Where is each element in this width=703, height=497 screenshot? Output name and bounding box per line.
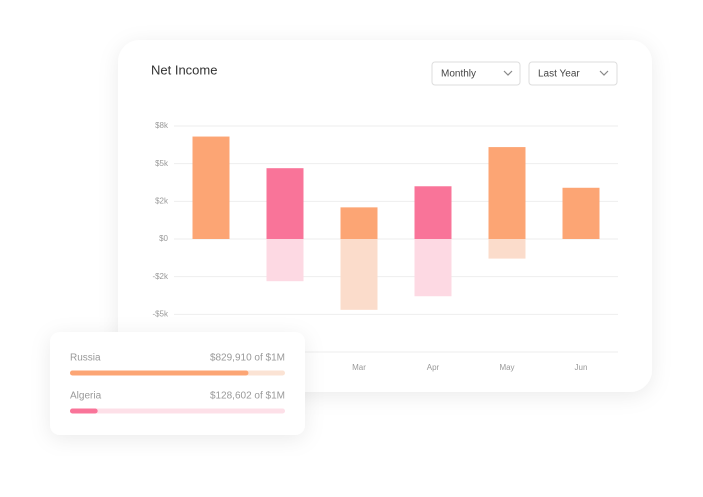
bar: [562, 187, 600, 239]
x-tick-label: May: [499, 363, 514, 372]
y-tick-label: $0: [159, 234, 168, 243]
country-amount: $829,910 of $1M: [210, 353, 285, 364]
progress-track: [70, 408, 285, 414]
chart-card: [118, 40, 652, 392]
country-card: Russia $829,910 of $1M Algeria $128,602 of …: [50, 332, 305, 435]
dropdown[interactable]: Last Year: [528, 61, 618, 86]
dropdown-label: Last Year: [538, 69, 580, 80]
bar: [340, 207, 378, 239]
bar: [414, 239, 452, 297]
country-name: Algeria: [70, 391, 102, 402]
dropdown-label: Monthly: [441, 69, 476, 80]
y-tick-label: $5k: [155, 159, 169, 168]
country-amount: $128,602 of $1M: [210, 391, 285, 402]
plot: $8k $5k $2k $0 -$2k -$5k Mar Apr May Jun: [152, 121, 618, 372]
chart-title: Net Income: [151, 62, 217, 77]
country-name: Russia: [70, 353, 101, 364]
y-tick-label: $8k: [155, 121, 169, 130]
bar: [488, 239, 526, 259]
dropdown[interactable]: Monthly: [431, 61, 521, 86]
progress-bar: [70, 408, 98, 414]
progress-bar: [70, 370, 249, 376]
bar: [266, 168, 304, 239]
y-tick-label: $2k: [155, 196, 169, 205]
x-tick-label: Apr: [427, 363, 440, 372]
bar: [488, 147, 526, 239]
y-tick-label: -$2k: [152, 272, 169, 281]
bar: [192, 136, 230, 239]
y-tick-label: -$5k: [152, 309, 169, 318]
bar: [340, 239, 378, 310]
x-tick-label: Jun: [575, 363, 588, 372]
bar: [414, 186, 452, 239]
x-tick-label: Mar: [352, 363, 366, 372]
bar: [266, 239, 304, 282]
